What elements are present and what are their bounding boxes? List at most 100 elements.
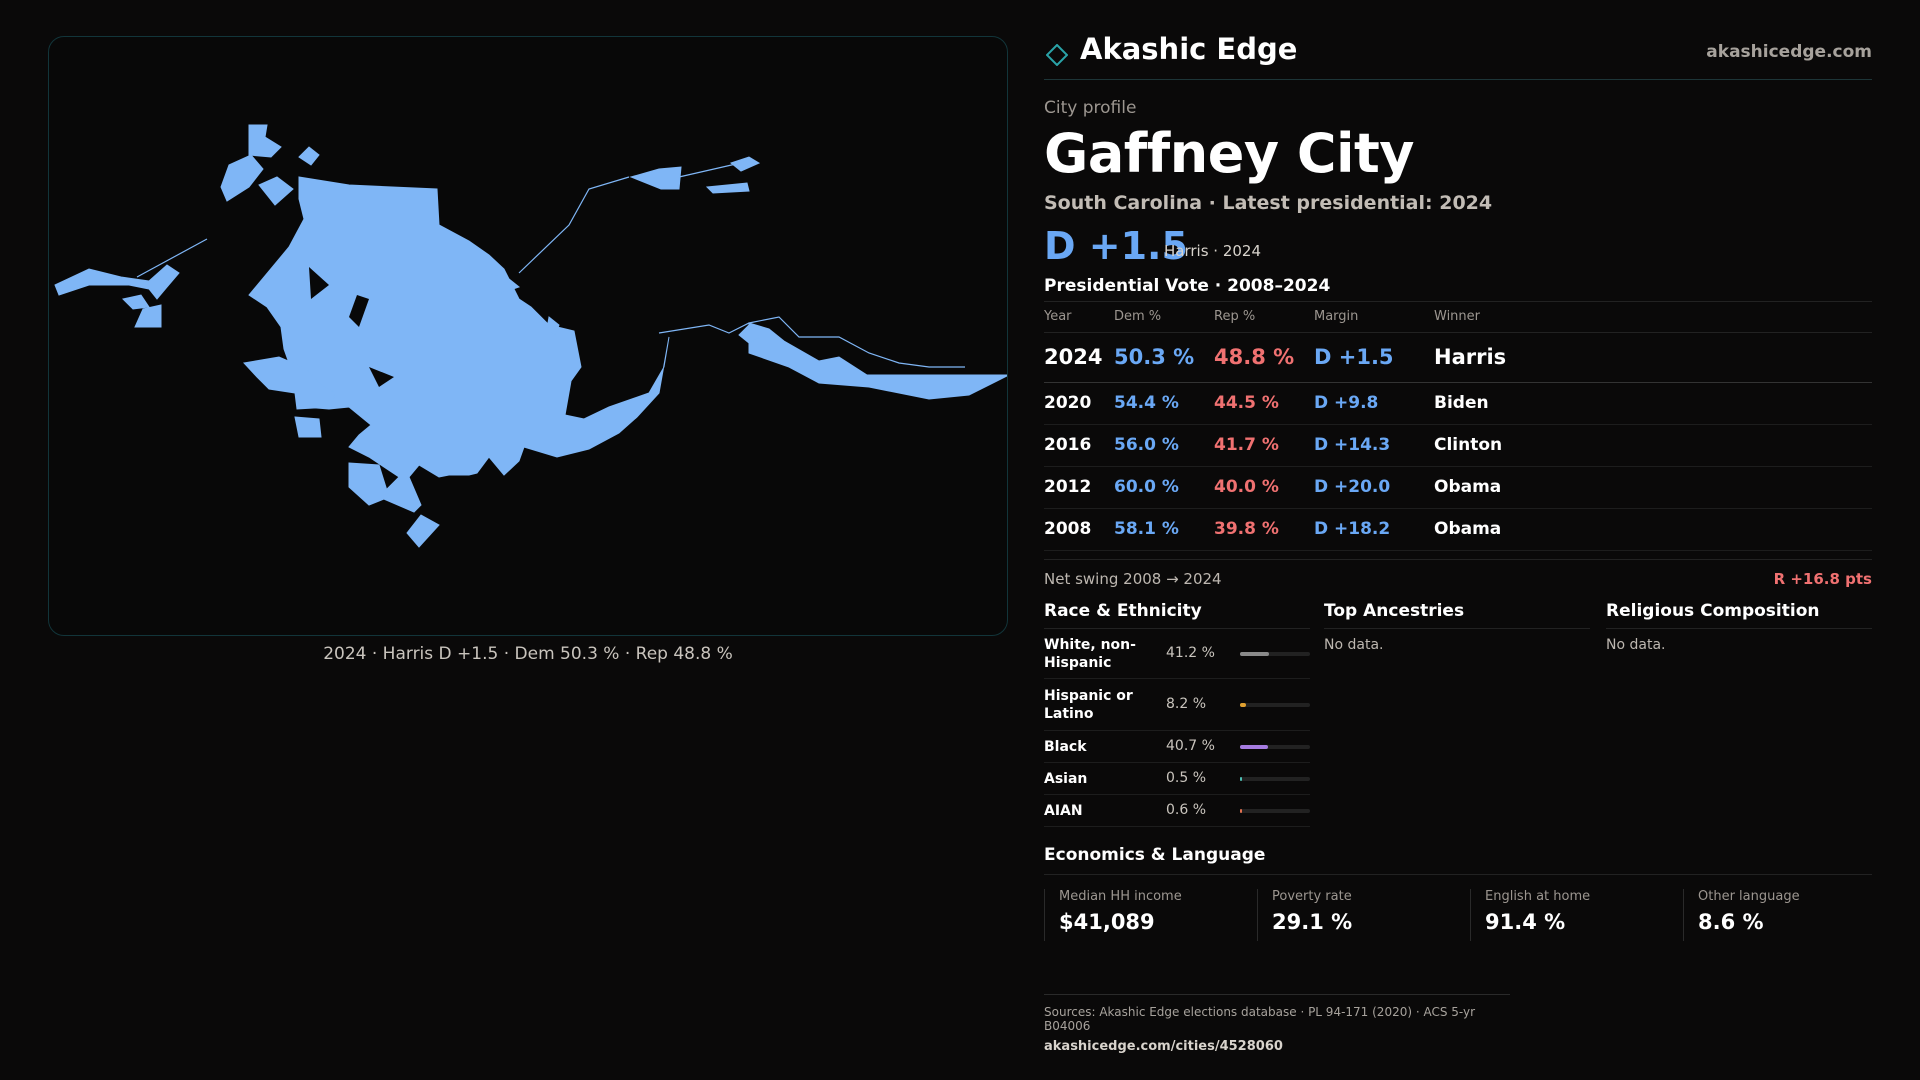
- race-name: White, non-Hispanic: [1044, 636, 1136, 671]
- race-bar-fill: [1240, 776, 1242, 781]
- cell-winner: Biden: [1434, 382, 1872, 425]
- ancestries-panel: Top Ancestries No data.: [1324, 595, 1590, 653]
- stat-value: 29.1 %: [1272, 909, 1353, 934]
- economics-title: Economics & Language: [1044, 841, 1872, 875]
- race-bar-fill: [1240, 808, 1242, 813]
- ancestries-title: Top Ancestries: [1324, 595, 1590, 629]
- religion-title: Religious Composition: [1606, 595, 1872, 629]
- page-footer: Sources: Akashic Edge elections database…: [1044, 994, 1510, 1054]
- cell-margin: D +9.8: [1314, 382, 1434, 425]
- city-main-polygon: [248, 176, 670, 513]
- table-row: 2024 50.3 % 48.8 % D +1.5 Harris: [1044, 332, 1872, 383]
- map-caption: 2024 · Harris D +1.5 · Dem 50.3 % · Rep …: [323, 644, 733, 664]
- stat-label: English at home: [1485, 888, 1591, 904]
- brand-name: Akashic Edge: [1080, 32, 1298, 66]
- page-eyebrow: City profile: [1044, 98, 1137, 118]
- table-row: 2016 56.0 % 41.7 % D +14.3 Clinton: [1044, 424, 1872, 467]
- brand-header: Akashic Edge akashicedge.com: [1044, 30, 1872, 80]
- cell-winner: Obama: [1434, 466, 1872, 509]
- race-name: AIAN: [1044, 802, 1083, 819]
- race-ethnicity-panel: Race & Ethnicity White, non-Hispanic 41.2…: [1044, 595, 1310, 827]
- col-header-year: Year: [1044, 302, 1114, 333]
- race-row: Hispanic or Latino 8.2 %: [1044, 679, 1310, 731]
- race-bar-track: [1240, 702, 1310, 707]
- city-boundary-map[interactable]: [48, 36, 1008, 636]
- cell-winner: Clinton: [1434, 424, 1872, 467]
- presidential-vote-table: Year Dem % Rep % Margin Winner 2024 50.3 …: [1044, 302, 1872, 551]
- religion-panel: Religious Composition No data.: [1606, 595, 1872, 653]
- race-row: Asian 0.5 %: [1044, 763, 1310, 795]
- demographics-section: Race & Ethnicity White, non-Hispanic 41.2…: [1044, 595, 1872, 835]
- race-row: White, non-Hispanic 41.2 %: [1044, 629, 1310, 679]
- table-row: 2008 58.1 % 39.8 % D +18.2 Obama: [1044, 508, 1872, 551]
- race-ethnicity-title: Race & Ethnicity: [1044, 595, 1310, 629]
- religion-empty: No data.: [1606, 636, 1666, 653]
- footer-sources: Sources: Akashic Edge elections database…: [1044, 1005, 1476, 1033]
- economics-stats: Median HH income $41,089 Poverty rate 29…: [1044, 875, 1872, 955]
- race-pct: 8.2 %: [1166, 695, 1207, 712]
- cell-margin: D +18.2: [1314, 508, 1434, 551]
- race-name: Hispanic or Latino: [1044, 687, 1133, 722]
- latest-margin-value: D +1.5: [1044, 224, 1188, 268]
- stat-value: 8.6 %: [1698, 909, 1764, 934]
- net-swing-value: R +16.8 pts: [1773, 569, 1872, 588]
- cell-year: 2020: [1044, 382, 1114, 425]
- race-bar-track: [1240, 744, 1310, 749]
- race-row: Black 40.7 %: [1044, 731, 1310, 763]
- cell-margin: D +14.3: [1314, 424, 1434, 467]
- table-row: 2012 60.0 % 40.0 % D +20.0 Obama: [1044, 466, 1872, 509]
- race-bar-fill: [1240, 651, 1269, 656]
- race-bar-track: [1240, 651, 1310, 656]
- race-pct: 0.6 %: [1166, 801, 1207, 818]
- cell-winner: Harris: [1434, 332, 1872, 383]
- race-pct: 0.5 %: [1166, 769, 1207, 786]
- cell-year: 2016: [1044, 424, 1114, 467]
- cell-dem: 58.1 %: [1114, 508, 1214, 551]
- latest-margin-caption: Harris · 2024: [1164, 242, 1262, 260]
- cell-rep: 44.5 %: [1214, 382, 1314, 425]
- brand-url-link[interactable]: akashicedge.com: [1706, 42, 1872, 62]
- stat-median-income: Median HH income $41,089: [1044, 888, 1254, 941]
- stat-label: Poverty rate: [1272, 888, 1352, 904]
- net-swing: Net swing 2008 → 2024 R +16.8 pts: [1044, 558, 1872, 595]
- stat-label: Other language: [1698, 888, 1800, 904]
- cell-dem: 50.3 %: [1114, 332, 1214, 383]
- cell-year: 2008: [1044, 508, 1114, 551]
- page-subtitle: South Carolina · Latest presidential: 20…: [1044, 192, 1493, 214]
- cell-margin: D +1.5: [1314, 332, 1434, 383]
- race-bar-track: [1240, 776, 1310, 781]
- cell-rep: 40.0 %: [1214, 466, 1314, 509]
- col-header-margin: Margin: [1314, 302, 1434, 333]
- table-header-row: Year Dem % Rep % Margin Winner: [1044, 302, 1872, 333]
- page-title: Gaffney City: [1044, 122, 1414, 185]
- profile-panel: Akashic Edge akashicedge.com City profil…: [1044, 30, 1872, 955]
- stat-value: 91.4 %: [1485, 909, 1566, 934]
- net-swing-label: Net swing 2008 → 2024: [1044, 569, 1222, 588]
- race-pct: 41.2 %: [1166, 644, 1215, 661]
- cell-year: 2012: [1044, 466, 1114, 509]
- col-header-dem: Dem %: [1114, 302, 1214, 333]
- ancestries-empty: No data.: [1324, 636, 1384, 653]
- col-header-winner: Winner: [1434, 302, 1872, 333]
- cell-rep: 41.7 %: [1214, 424, 1314, 467]
- race-name: Asian: [1044, 770, 1088, 787]
- race-bar-fill: [1240, 702, 1246, 707]
- stat-english-at-home: English at home 91.4 %: [1470, 888, 1680, 941]
- cell-dem: 56.0 %: [1114, 424, 1214, 467]
- diamond-logo-icon: [1046, 44, 1068, 66]
- race-name: Black: [1044, 738, 1087, 755]
- race-row: AIAN 0.6 %: [1044, 795, 1310, 827]
- city-shape: [54, 124, 1007, 548]
- footer-url-link[interactable]: akashicedge.com/cities/4528060: [1044, 1039, 1283, 1054]
- cell-year: 2024: [1044, 332, 1114, 383]
- cell-winner: Obama: [1434, 508, 1872, 551]
- col-header-rep: Rep %: [1214, 302, 1314, 333]
- stat-poverty-rate: Poverty rate 29.1 %: [1257, 888, 1467, 941]
- cell-margin: D +20.0: [1314, 466, 1434, 509]
- stat-label: Median HH income: [1059, 888, 1182, 904]
- race-bar-track: [1240, 808, 1310, 813]
- stat-other-language: Other language 8.6 %: [1683, 888, 1893, 941]
- cell-rep: 39.8 %: [1214, 508, 1314, 551]
- table-row: 2020 54.4 % 44.5 % D +9.8 Biden: [1044, 382, 1872, 425]
